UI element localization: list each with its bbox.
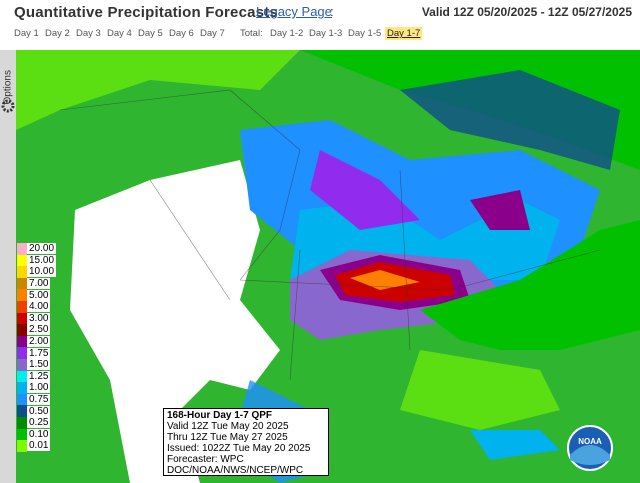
legend-label: 15.00	[27, 254, 57, 266]
total-label: Total:	[240, 28, 263, 39]
legend-label: 10.00	[27, 266, 57, 278]
legend-item: 0.10	[17, 428, 56, 441]
legend-item: 15.00	[17, 254, 57, 267]
gear-icon[interactable]	[1, 99, 15, 113]
legend-label: 1.75	[27, 347, 51, 359]
logo-text: NOAA	[578, 437, 602, 446]
legend-label: 3.00	[27, 312, 51, 324]
legend-label: 0.75	[27, 394, 51, 406]
legend-item: 3.00	[17, 312, 56, 325]
legend-label: 20.00	[27, 243, 57, 255]
legend-label: 0.50	[27, 405, 51, 417]
legend-item: 1.50	[17, 358, 56, 371]
legend-swatch	[17, 440, 27, 452]
day-tab[interactable]: Day 1	[14, 28, 39, 39]
title: Quantitative Precipitation Forecasts	[14, 4, 278, 21]
total-tab[interactable]: Day 1-3	[309, 28, 343, 39]
legend-item: 20.00	[17, 243, 57, 255]
legend-swatch	[17, 266, 27, 278]
legend-item: 0.75	[17, 393, 56, 406]
legend-label: 2.00	[27, 336, 51, 348]
info-line: Valid 12Z Tue May 20 2025	[167, 421, 289, 432]
legend-item: 2.00	[17, 335, 56, 348]
legend-label: 2.50	[27, 324, 51, 336]
legend: 20.00 15.00 10.00 7.00 5.00 4.00 3.00 2.50 2.00 1…	[17, 243, 57, 452]
legend-swatch	[17, 347, 27, 359]
info-title: 168-Hour Day 1-7 QPF	[167, 410, 273, 421]
day-tab[interactable]: Day 6	[169, 28, 194, 39]
legend-swatch	[17, 335, 27, 348]
legend-label: 5.00	[27, 289, 51, 301]
legend-label: 0.10	[27, 428, 51, 440]
legend-item: 5.00	[17, 289, 56, 301]
legend-item: 7.00	[17, 277, 56, 290]
legend-label: 4.00	[27, 301, 51, 313]
legend-item: 0.50	[17, 405, 56, 417]
info-line: DOC/NOAA/NWS/NCEP/WPC	[167, 465, 304, 476]
legend-item: 2.50	[17, 324, 56, 336]
day-tab[interactable]: Day 2	[45, 28, 70, 39]
info-line: Forecaster: WPC	[167, 454, 244, 465]
options-label[interactable]: Options	[3, 70, 14, 104]
legend-item: 0.25	[17, 416, 56, 429]
legend-label: 1.25	[27, 370, 51, 382]
info-line: Issued: 1022Z Tue May 20 2025	[167, 443, 311, 454]
legend-swatch	[17, 289, 27, 301]
legacy-link[interactable]: Legacy Page	[256, 4, 332, 19]
legend-swatch	[17, 358, 27, 371]
legend-swatch	[17, 405, 27, 417]
legend-item: 1.00	[17, 382, 56, 394]
legend-item: 1.25	[17, 370, 56, 383]
legend-swatch	[17, 416, 27, 429]
legend-swatch	[17, 243, 27, 255]
total-tab[interactable]: Day 1-7	[385, 27, 423, 40]
legend-swatch	[17, 277, 27, 290]
legend-item: 0.01	[17, 440, 56, 452]
total-tab[interactable]: Day 1-2	[270, 28, 304, 39]
options-bar[interactable]	[0, 50, 16, 483]
legend-swatch	[17, 370, 27, 383]
legend-label: 0.25	[27, 417, 51, 429]
legend-swatch	[17, 382, 27, 394]
day-tab[interactable]: Day 4	[107, 28, 132, 39]
info-line: Thru 12Z Tue May 27 2025	[167, 432, 288, 443]
legend-item: 4.00	[17, 300, 56, 313]
day-tab[interactable]: Day 3	[76, 28, 101, 39]
day-tab[interactable]: Day 5	[138, 28, 163, 39]
legend-label: 1.00	[27, 382, 51, 394]
legend-swatch	[17, 312, 27, 325]
legend-item: 1.75	[17, 347, 56, 359]
legend-swatch	[17, 428, 27, 441]
legend-swatch	[17, 324, 27, 336]
total-tab[interactable]: Day 1-5	[348, 28, 382, 39]
valid-range: Valid 12Z 05/20/2025 - 12Z 05/27/2025	[421, 5, 632, 19]
legend-swatch	[17, 300, 27, 313]
legend-swatch	[17, 393, 27, 406]
legend-item: 10.00	[17, 266, 57, 278]
legend-label: 0.01	[27, 440, 51, 452]
legend-label: 7.00	[27, 278, 51, 290]
info-box: 168-Hour Day 1-7 QPF Valid 12Z Tue May 20…	[163, 408, 329, 476]
legend-label: 1.50	[27, 359, 51, 371]
legend-swatch	[17, 254, 27, 267]
header: Quantitative Precipitation Forecasts Leg…	[0, 0, 640, 50]
separator: :	[330, 4, 334, 19]
day-tab[interactable]: Day 7	[200, 28, 225, 39]
